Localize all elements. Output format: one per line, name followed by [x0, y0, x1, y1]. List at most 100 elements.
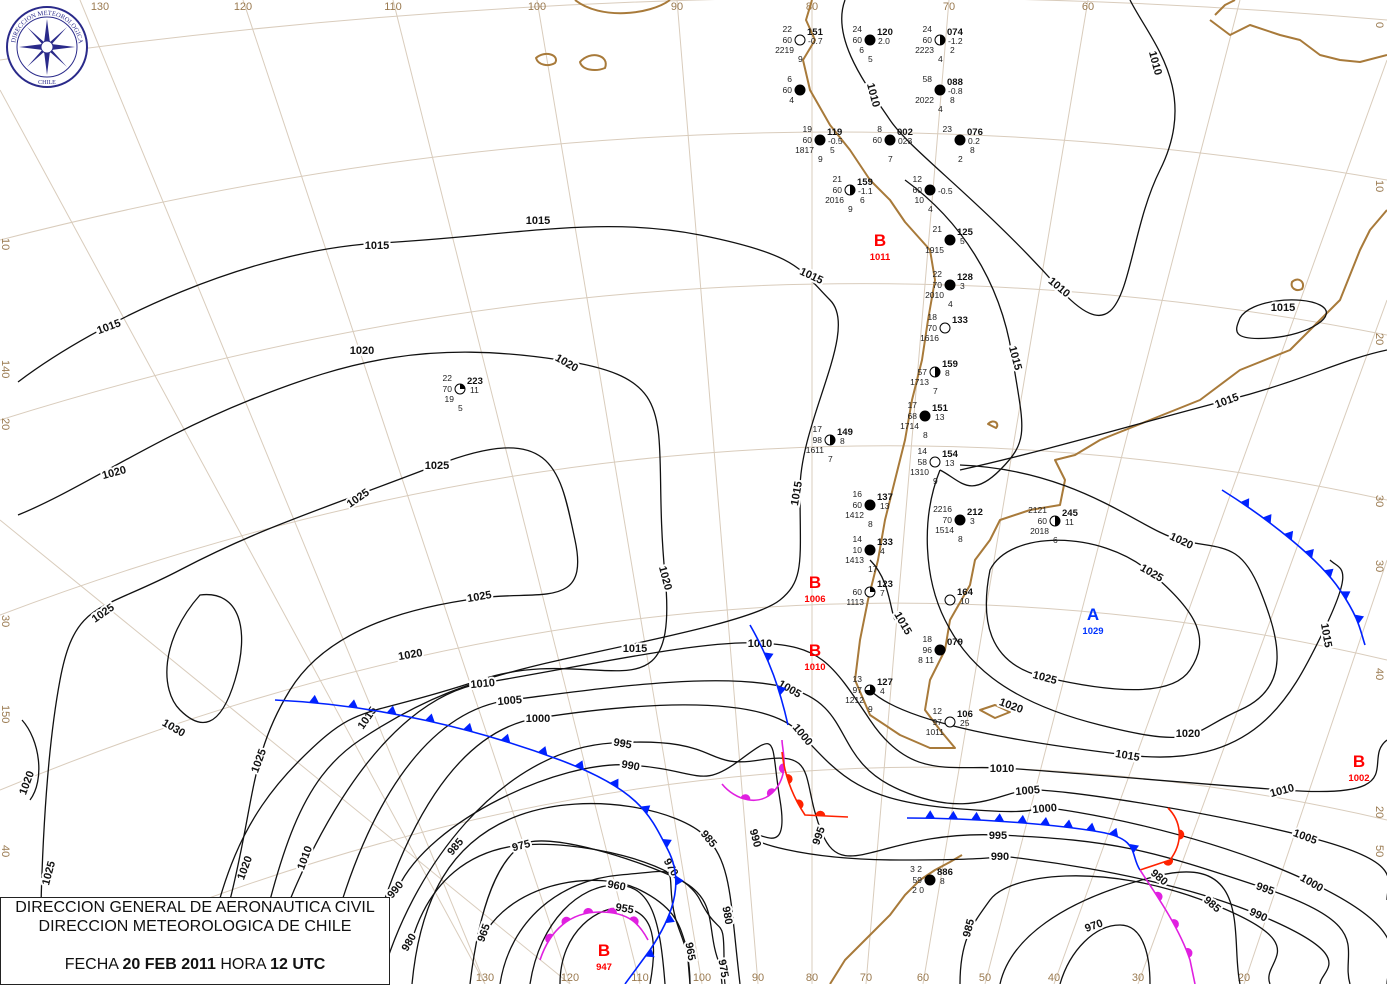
cold-front-triangle — [537, 746, 548, 756]
cloud-height: 17 — [868, 564, 878, 574]
occluded-front-line — [539, 911, 649, 961]
cloud-cover-marker — [814, 134, 826, 146]
isobar-line — [529, 884, 666, 984]
cold-front-triangle — [463, 722, 473, 732]
occluded-front-semicircle — [1154, 891, 1163, 901]
longitude-label: 100 — [528, 1, 546, 13]
longitude-label: 80 — [806, 972, 818, 984]
occluded-front-semicircle — [766, 788, 776, 797]
station-value-right: 5 — [960, 236, 965, 246]
station-value-right: 11 — [1065, 517, 1074, 527]
warm-front-symbol — [785, 774, 793, 784]
low-pressure-center: B 1011 — [870, 231, 891, 263]
isobar-label: 995 — [810, 825, 828, 846]
cold-front-symbol — [675, 875, 684, 886]
station-id: 137 — [877, 492, 893, 503]
coastline — [574, 0, 671, 15]
warm-front-symbol — [1178, 829, 1185, 840]
station-id: 079 — [947, 637, 963, 648]
dewpoint: 19 — [445, 394, 455, 404]
cloud-height: 8 — [923, 430, 928, 440]
caption-org: DIRECCION GENERAL DE AERONAUTICA CIVIL — [15, 899, 375, 916]
visibility: 60 — [853, 500, 863, 510]
visibility: 10 — [853, 545, 863, 555]
center-pressure: 947 — [596, 962, 612, 973]
cloud-height: 5 — [458, 403, 463, 413]
station-value-right: 13 — [945, 458, 955, 468]
meridian — [79, 0, 486, 984]
parallel — [0, 445, 1387, 616]
isobar-label: 1015 — [1006, 345, 1024, 372]
warm-front-symbol — [815, 810, 826, 816]
isobar-line — [959, 349, 1387, 471]
cloud-height: 9 — [868, 704, 873, 714]
isobar-label: 1010 — [470, 677, 495, 691]
longitude-label: 90 — [671, 1, 683, 13]
cloud-cover-marker — [944, 234, 956, 246]
pressure-tendency: -1.2 — [948, 36, 963, 46]
visibility: 98 — [813, 435, 823, 445]
dewpoint: 1514 — [935, 525, 954, 535]
temperature: 22 — [933, 269, 943, 279]
longitude-label: 70 — [860, 972, 872, 984]
isobar-line — [259, 642, 1387, 984]
cloud-height: 5 — [868, 54, 873, 64]
station-id: 076 — [967, 127, 983, 138]
low-pressure-center: B 947 — [596, 941, 612, 973]
cold-front-triangle — [425, 713, 435, 723]
cloud-height: 4 — [938, 54, 943, 64]
isobar-label: 1020 — [997, 696, 1024, 716]
cold-front-triangle — [971, 811, 982, 821]
temperature: 3 2 — [910, 864, 922, 874]
dmc-logo-seal: DIRECCION METEOROLOGICA CHILE — [6, 6, 88, 88]
isobar-line — [985, 539, 1201, 691]
cloud-cover-marker — [934, 644, 946, 656]
cold-front-symbol — [645, 948, 655, 958]
latitude-label: 20 — [0, 418, 11, 430]
occluded-front-symbol — [545, 933, 554, 943]
isobar-line — [17, 225, 840, 984]
warm-front-symbol — [1163, 859, 1174, 866]
station-id: 002 — [897, 127, 913, 138]
cold-front-symbol — [1354, 614, 1365, 624]
cloud-cover-marker — [934, 84, 946, 96]
cold-front-triangle — [764, 652, 774, 662]
cloud-cover-marker — [864, 34, 876, 46]
temperature: 23 — [943, 124, 953, 134]
caption-datetime: FECHA 20 FEB 2011 HORA 12 UTC — [64, 956, 326, 973]
isobar-label: 975 — [715, 958, 730, 978]
low-pressure-center: B 1006 — [804, 573, 825, 605]
cloud-height: 4 — [948, 299, 953, 309]
longitude-label: 60 — [917, 972, 929, 984]
station-id: 886 — [937, 867, 953, 878]
isobar-line — [21, 719, 40, 801]
cold-front-symbol — [609, 778, 619, 789]
dewpoint: 1611 — [806, 445, 825, 455]
map-hour: 12 UTC — [270, 956, 326, 973]
visibility: 68 — [908, 411, 918, 421]
cloud-cover-marker — [944, 594, 956, 606]
center-letter: B — [598, 941, 610, 960]
longitude-label: 30 — [1132, 972, 1144, 984]
dewpoint: 1915 — [925, 245, 944, 255]
center-pressure: 1011 — [870, 252, 891, 263]
isobar-label: 970 — [661, 857, 681, 879]
isobar-label: 1010 — [1046, 275, 1072, 300]
isobar-label: 990 — [620, 759, 640, 774]
latitude-label: 20 — [1373, 333, 1385, 345]
cloud-cover-half — [1055, 516, 1060, 526]
isobar-line — [1059, 924, 1151, 984]
latitude-label: 40 — [0, 845, 11, 857]
cloud-height: 9 — [798, 54, 803, 64]
cloud-height: 8 — [868, 519, 873, 529]
cold-front-triangle — [1262, 514, 1272, 524]
cold-front-symbol — [425, 713, 435, 723]
isobar-label: 1010 — [295, 844, 315, 871]
longitude-label: 100 — [693, 972, 711, 984]
